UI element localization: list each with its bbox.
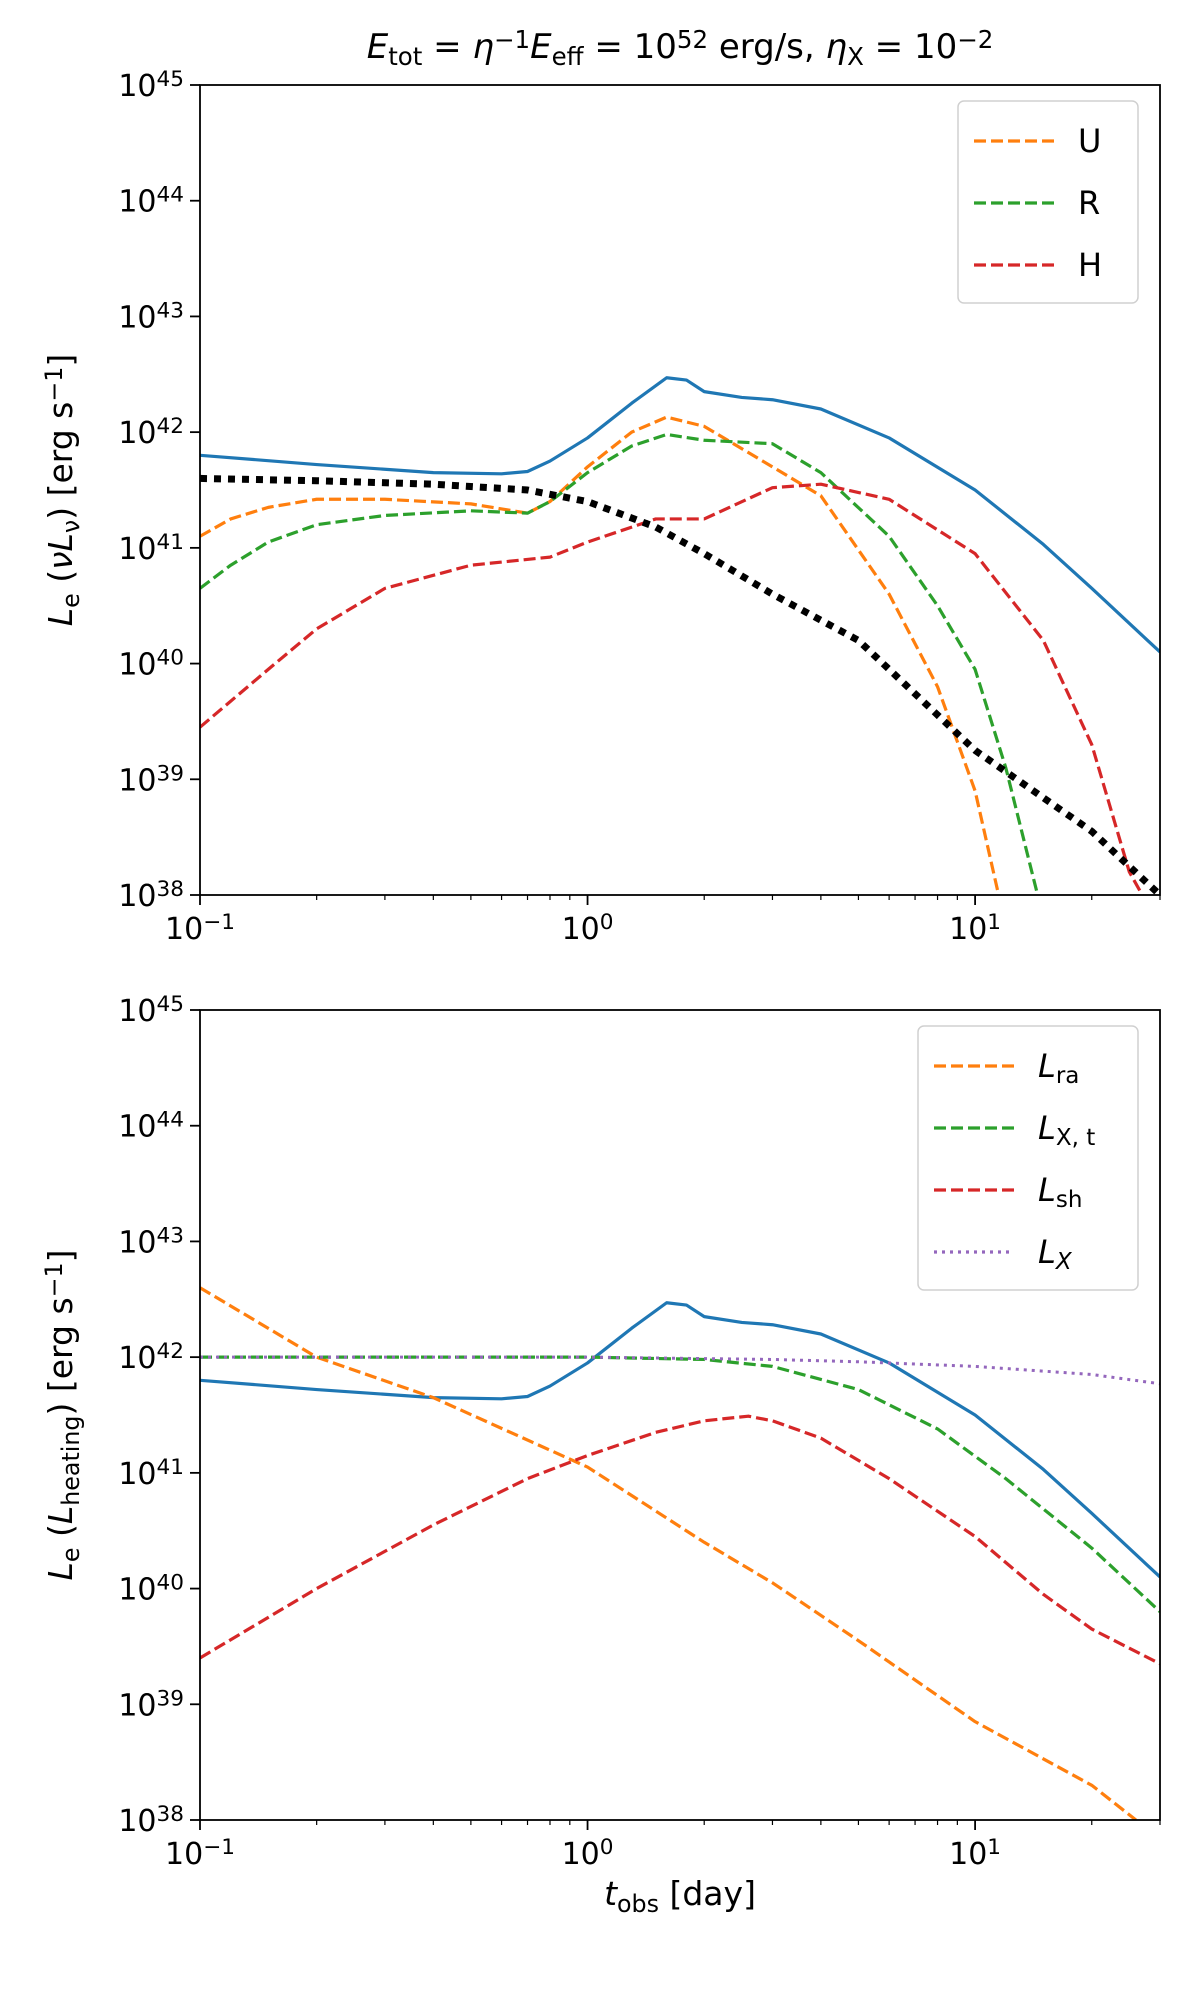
series-line-u xyxy=(200,415,1001,895)
y-axis-label: Le (Lheating) [erg s−1] xyxy=(40,1249,85,1580)
legend: Lra LX, t Lsh LX xyxy=(917,1025,1139,1291)
legend-label: LX, t xyxy=(1038,1109,1095,1151)
series-line-l-ra xyxy=(200,1286,1137,1820)
y-tick-label: 1040 xyxy=(118,646,184,683)
x-tick-label: 10−1 xyxy=(165,1835,235,1872)
x-tick-label: 100 xyxy=(562,910,614,947)
y-axis-title: Le (νLν) [erg s−1] xyxy=(40,354,85,627)
ticks: 10−1 100 101 1038 1039 1040 1041 1042 1043 1044 10… xyxy=(118,67,1161,947)
y-tick-label: 1044 xyxy=(118,1108,184,1145)
y-tick-label: 1039 xyxy=(118,761,184,798)
y-tick-label: 1042 xyxy=(118,414,184,451)
y-tick-label: 1039 xyxy=(118,1686,184,1723)
y-tick-label: 1043 xyxy=(118,299,184,336)
legend: URH xyxy=(957,100,1139,304)
x-tick-label: 100 xyxy=(562,1835,614,1872)
ticks: 10−1 100 101 1038 1039 1040 1041 1042 1043 1044 10… xyxy=(118,992,1161,1872)
x-tick-label: 101 xyxy=(949,1835,1001,1872)
x-tick-label: 10−1 xyxy=(165,910,235,947)
legend-frame xyxy=(917,1025,1139,1291)
series-line-total xyxy=(200,1301,1160,1579)
legend-label: U xyxy=(1078,122,1101,160)
y-tick-label: 1045 xyxy=(118,67,184,104)
legend-label: R xyxy=(1078,184,1100,222)
y-tick-label: 1044 xyxy=(118,183,184,220)
bottom-panel: 10−1 100 101 1038 1039 1040 1041 1042 1043 1044 10… xyxy=(40,992,1161,1872)
series-group xyxy=(200,376,1160,895)
y-tick-label: 1041 xyxy=(118,530,184,567)
series-line-r xyxy=(200,432,1040,895)
y-tick-label: 1043 xyxy=(118,1224,184,1261)
y-tick-label: 1041 xyxy=(118,1455,184,1492)
series-line-h xyxy=(200,482,1144,895)
y-tick-label: 1038 xyxy=(118,877,184,914)
series-group xyxy=(200,1286,1160,1820)
y-tick-label: 1045 xyxy=(118,992,184,1029)
series-line-thermal xyxy=(200,474,1160,895)
chart-title: Etot = η−1Eeff = 1052 erg/s, ηX = 10−2 xyxy=(367,25,994,71)
y-axis-title: Le (Lheating) [erg s−1] xyxy=(40,1249,85,1580)
y-tick-label: 1040 xyxy=(118,1571,184,1608)
legend-label: H xyxy=(1078,246,1102,284)
series-line-l-sh xyxy=(200,1414,1160,1666)
series-line-l-x xyxy=(200,1355,1160,1386)
plot-frame xyxy=(199,1009,1161,1821)
y-tick-label: 1042 xyxy=(118,1339,184,1376)
y-axis-label: Le (νLν) [erg s−1] xyxy=(40,354,85,627)
legend-label: LX xyxy=(1038,1233,1073,1275)
x-axis-title: tobs [day] xyxy=(604,1874,756,1918)
legend-label: Lra xyxy=(1038,1047,1079,1089)
figure-title: Etot = η−1Eeff = 1052 erg/s, ηX = 10−2 xyxy=(367,25,994,71)
top-panel: 10−1 100 101 1038 1039 1040 1041 1042 1043 1044 10… xyxy=(40,67,1161,947)
y-tick-label: 1038 xyxy=(118,1802,184,1839)
legend-label: Lsh xyxy=(1038,1171,1082,1213)
series-line-total xyxy=(200,376,1160,654)
x-tick-label: 101 xyxy=(949,910,1001,947)
x-axis-label: tobs [day] xyxy=(604,1874,756,1918)
plot-frame xyxy=(199,84,1161,896)
